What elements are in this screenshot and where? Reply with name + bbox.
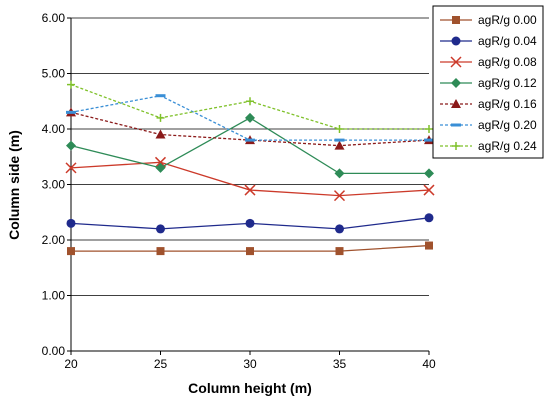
- point-s3-2: [245, 112, 255, 123]
- point-s0-1: [156, 247, 165, 256]
- point-s2-0: [65, 162, 77, 174]
- y-tick-labels: 0.00 1.00 2.00 3.00 4.00 5.00 6.00: [42, 11, 71, 358]
- point-s4-3: [334, 140, 345, 150]
- y-tick-label-2: 2.00: [42, 233, 66, 247]
- legend-label-3: agR/g 0.12: [478, 76, 537, 90]
- legend-label-5: agR/g 0.20: [478, 118, 537, 132]
- point-s2-4: [423, 184, 435, 196]
- grid: [71, 17, 429, 296]
- point-s5-1: [155, 94, 166, 98]
- point-s2-1-b: [154, 156, 167, 168]
- legend-marker-3: [451, 78, 461, 88]
- point-s6-2: [246, 97, 254, 106]
- point-s3-3: [334, 168, 345, 179]
- y-axis-title: Column side (m): [6, 130, 22, 240]
- point-s2-3: [333, 190, 346, 202]
- legend-label-2: agR/g 0.08: [478, 55, 537, 69]
- x-tick-label-1: 25: [154, 357, 168, 371]
- point-s1-0: [66, 218, 76, 228]
- point-s6-1: [156, 113, 165, 122]
- point-s6-4: [425, 125, 433, 133]
- y-tick-label-6: 6.00: [42, 11, 66, 25]
- legend-marker-4: [451, 99, 461, 108]
- legend-label-6: agR/g 0.24: [478, 139, 537, 153]
- x-tick-label-4: 40: [422, 357, 436, 371]
- legend-marker-1: [451, 36, 461, 46]
- point-s5-0: [66, 110, 76, 114]
- legend-marker-0: [452, 16, 460, 24]
- point-s2-3-b: [333, 190, 346, 202]
- legend-marker-6: [452, 142, 460, 150]
- series-group: [65, 80, 435, 256]
- point-s1-4: [424, 213, 434, 223]
- point-s5-2: [245, 138, 255, 142]
- point-s1-2: [245, 218, 255, 228]
- x-tick-label-3: 35: [333, 357, 347, 371]
- point-s0-3: [335, 247, 344, 256]
- y-tick-label-5: 5.00: [42, 67, 66, 81]
- y-tick-label-1: 1.00: [42, 289, 66, 303]
- legend-label-4: agR/g 0.16: [478, 97, 537, 111]
- x-tick-label-0: 20: [64, 357, 78, 371]
- point-s0-4: [425, 241, 433, 250]
- point-s4-1: [155, 129, 166, 139]
- point-s0-0: [67, 247, 75, 256]
- point-s1-1: [156, 224, 165, 234]
- y-tick-label-3: 3.00: [42, 178, 66, 192]
- point-s6-0: [67, 80, 75, 89]
- point-s3-0: [66, 140, 76, 151]
- point-s2-0-b: [65, 162, 77, 174]
- point-s2-2-b: [244, 184, 256, 196]
- point-s0-2: [246, 247, 254, 256]
- legend-label-0: agR/g 0.00: [478, 13, 537, 27]
- x-tick-labels: 20 25 30 35 40: [64, 351, 436, 371]
- legend-label-1: agR/g 0.04: [478, 34, 537, 48]
- legend-box: [432, 5, 544, 159]
- x-axis-title: Column height (m): [188, 380, 312, 396]
- point-s5-3: [334, 138, 345, 142]
- legend-marker-2: [450, 56, 462, 68]
- legend: agR/g 0.00 agR/g 0.04 agR/g 0.08 agR/g 0.12…: [432, 5, 544, 159]
- point-s3-4: [424, 168, 434, 179]
- y-tick-label-0: 0.00: [42, 344, 66, 358]
- x-tick-label-2: 30: [243, 357, 257, 371]
- legend-marker-5: [451, 123, 461, 127]
- point-s5-4: [424, 138, 434, 142]
- point-s2-4-b: [423, 184, 435, 196]
- legend-marker-2-b: [450, 56, 462, 68]
- point-s3-1: [155, 162, 166, 173]
- y-tick-label-4: 4.00: [42, 122, 66, 136]
- point-s1-3: [335, 224, 344, 234]
- point-s6-3: [335, 125, 344, 133]
- point-s2-2: [244, 184, 256, 196]
